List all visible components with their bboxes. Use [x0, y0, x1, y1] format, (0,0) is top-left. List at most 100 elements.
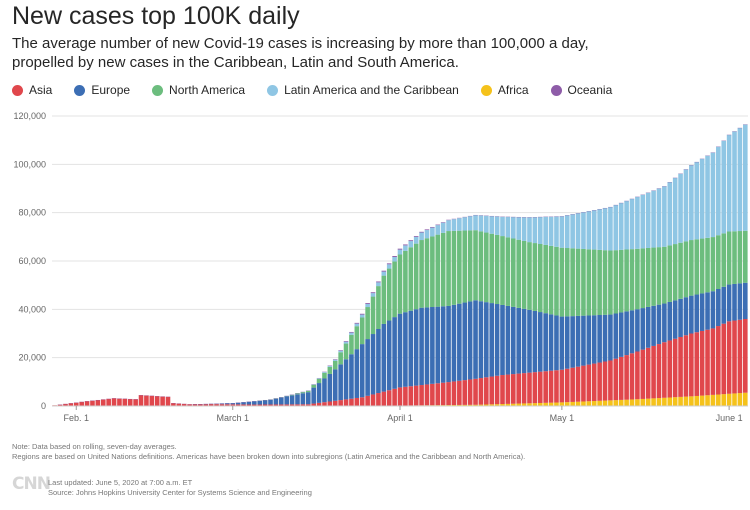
bar-segment — [554, 402, 559, 406]
legend-item-north-america: North America — [152, 83, 245, 97]
note-line-2: Regions are based on United Nations defi… — [12, 451, 526, 461]
bar-segment — [527, 217, 532, 243]
bar-segment — [581, 365, 586, 402]
bar-segment — [489, 303, 495, 377]
bar-segment — [699, 158, 705, 239]
bar-segment — [694, 161, 700, 240]
bar-segment — [624, 311, 629, 356]
bar-segment — [424, 307, 430, 385]
bar-segment — [279, 404, 284, 406]
bar-segment — [413, 309, 419, 386]
bar-segment — [338, 352, 343, 365]
bar-segment — [689, 333, 694, 397]
bar-segment — [537, 216, 543, 244]
bar-segment — [743, 230, 748, 283]
bar-segment — [446, 220, 451, 232]
bar-segment — [527, 403, 532, 406]
bar-segment — [591, 210, 597, 250]
bar-segment — [397, 387, 403, 406]
bar-segment — [618, 249, 624, 313]
bar-segment — [548, 402, 554, 406]
y-tick-label: 80,000 — [18, 208, 46, 218]
bar-segment — [505, 237, 511, 306]
bar-segment — [651, 398, 656, 406]
bar-segment — [602, 361, 608, 401]
bar-segment — [672, 244, 678, 301]
chart-subtitle: The average number of new Covid-19 cases… — [12, 35, 589, 71]
bar-segment — [581, 315, 586, 366]
bar-segment — [370, 394, 376, 406]
bar-segment — [543, 313, 548, 372]
bar-segment — [527, 242, 532, 310]
bar-segment — [343, 359, 349, 400]
bar-segment — [705, 329, 710, 396]
bar-segment — [716, 394, 721, 406]
bar-segment — [597, 209, 602, 250]
bar-segment — [311, 387, 316, 404]
bar-segment — [457, 303, 462, 381]
bar-segment — [262, 400, 268, 405]
bar-segment — [505, 403, 511, 406]
bar-segment — [386, 320, 392, 391]
bar-segment — [689, 165, 694, 241]
bar-segment — [349, 398, 354, 406]
bar-segment — [645, 247, 651, 307]
bar-segment — [710, 237, 716, 292]
bar-segment — [457, 230, 462, 304]
bar-segment — [505, 305, 511, 375]
bar-segment — [279, 397, 284, 405]
bar-segment — [635, 248, 640, 310]
bar-segment — [516, 403, 521, 406]
bar-segment — [381, 391, 387, 406]
bar-segment — [624, 200, 629, 250]
bar-segment — [521, 373, 527, 404]
bar-segment — [645, 398, 651, 406]
bar-segment — [559, 316, 565, 370]
chart-note: Note: Data based on rolling, seven-day a… — [12, 442, 525, 461]
legend-swatch-europe — [74, 84, 86, 96]
bar-segment — [516, 217, 521, 240]
bar-segment — [548, 370, 554, 403]
bar-segment — [672, 177, 678, 245]
bar-segment — [667, 397, 673, 406]
bar-segment — [419, 231, 424, 233]
bar-segment — [694, 294, 700, 333]
bar-segment — [413, 243, 419, 310]
bar-segment — [446, 231, 451, 306]
bar-segment — [743, 124, 748, 231]
bar-segment — [721, 394, 727, 406]
bar-segment — [608, 207, 613, 251]
y-tick-label: 20,000 — [18, 353, 46, 363]
y-tick-label: 40,000 — [18, 304, 46, 314]
bar-segment — [225, 404, 230, 406]
bar-segment — [505, 374, 511, 404]
bar-segment — [726, 393, 732, 406]
bar-segment — [305, 390, 311, 393]
bar-segment — [694, 395, 700, 406]
legend-swatch-oceania — [550, 84, 562, 96]
bar-segment — [457, 404, 462, 406]
bar-segment — [640, 308, 646, 350]
bar-segment — [100, 399, 106, 406]
legend-swatch-asia — [12, 84, 23, 96]
bar-segment — [327, 373, 333, 402]
bar-segment — [683, 169, 689, 242]
bar-segment — [419, 307, 424, 386]
bar-segment — [629, 310, 635, 354]
bar-segment — [721, 286, 727, 324]
bar-segment — [575, 248, 581, 316]
bar-segment — [192, 404, 198, 406]
legend-swatch-latin-america — [267, 84, 279, 96]
bar-segment — [397, 254, 403, 314]
bar-segment — [500, 216, 505, 237]
bar-segment — [575, 213, 581, 249]
bar-segment — [678, 173, 683, 243]
last-updated: Last updated: June 5, 2020 at 7:00 a.m. … — [48, 478, 193, 487]
bar-segment — [564, 368, 570, 403]
cnn-logo: CNN — [12, 474, 51, 494]
bar-segment — [554, 315, 559, 371]
bar-segment — [473, 404, 478, 406]
bar-segment — [408, 241, 414, 248]
bar-segment — [241, 404, 246, 406]
bar-segment — [397, 249, 403, 255]
